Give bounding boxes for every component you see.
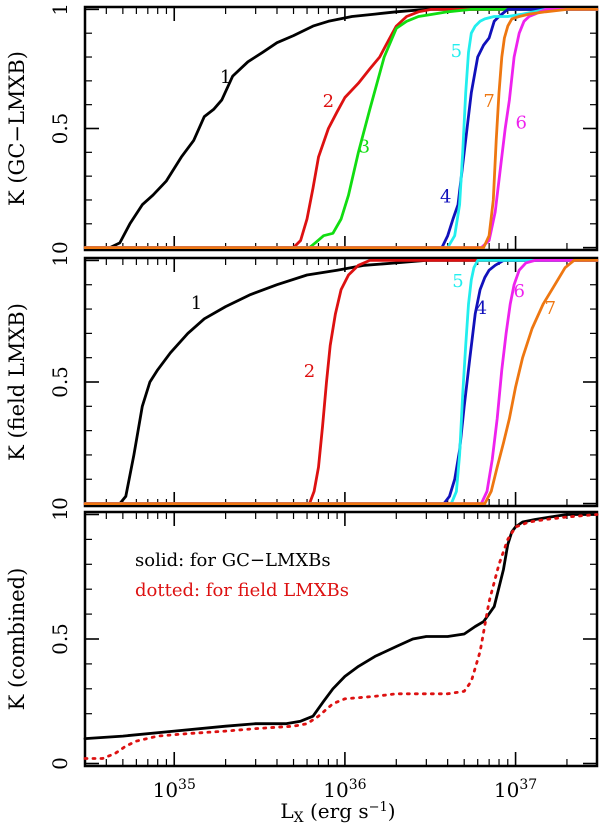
series-line-gc-lmxbs-solid-	[83, 513, 599, 740]
x-axis-label-exp: −1	[369, 800, 388, 815]
x-tick-label-exp: 37	[519, 777, 537, 793]
y-tick-label: 0.5	[48, 366, 72, 398]
series-label-4: 4	[440, 186, 451, 207]
y-axis-label: K (combined)	[5, 568, 29, 711]
series-label-7: 7	[483, 91, 494, 112]
series-line-3	[83, 8, 599, 249]
series-line-field-lmxbs-dotted-	[83, 513, 599, 760]
series-line-4	[83, 259, 599, 505]
series-label-7: 7	[545, 298, 556, 319]
series-label-4: 4	[476, 298, 487, 319]
series-label-2: 2	[304, 361, 315, 382]
x-axis-label: LX (erg s−1)	[280, 799, 395, 826]
x-axis-label-units: (erg s	[304, 799, 369, 823]
x-tick-label-exp: 35	[178, 777, 196, 793]
panel-top: 0 0.5 1 K (GC−LMXB) 1 2 3 4 5 6 7	[5, 3, 599, 254]
x-tick-label-exp: 36	[349, 777, 367, 793]
series-line-5	[83, 8, 599, 249]
series-line-1	[83, 259, 599, 505]
x-tick-label: 1037	[494, 777, 537, 802]
y-axis-label: K (GC−LMXB)	[5, 51, 29, 206]
series-line-2	[83, 259, 599, 505]
series-line-4	[83, 8, 599, 249]
y-tick-label: 0.5	[48, 113, 72, 145]
panel-bottom: 0 0.5 1 K (combined) solid: for GC−LMXBs dott…	[5, 508, 599, 770]
series-line-2	[83, 8, 599, 249]
legend-text: solid: for GC−LMXBs	[135, 550, 331, 571]
x-axis-tick-labels: 1035 1036 1037	[153, 777, 538, 802]
y-axis-label: K (field LMXB)	[5, 303, 29, 461]
x-tick-label-base: 10	[323, 778, 348, 802]
series-label-3: 3	[359, 136, 370, 157]
series-label-6: 6	[516, 113, 527, 134]
x-axis-label-sub: X	[294, 810, 304, 826]
x-tick-label: 1035	[153, 777, 196, 802]
y-tick-label: 0	[48, 757, 72, 770]
series-line-1	[83, 8, 599, 249]
x-tick-label: 1036	[323, 777, 366, 802]
series-line-5	[83, 259, 599, 505]
y-tick-label: 1	[48, 254, 72, 267]
y-tick-label: 0	[48, 497, 72, 510]
y-tick-label: 0.5	[48, 623, 72, 655]
series-label-1: 1	[191, 293, 202, 314]
x-tick-label-base: 10	[153, 778, 178, 802]
series-label-5: 5	[452, 271, 463, 292]
y-tick-label: 0	[48, 241, 72, 254]
panel-middle: 0 0.5 1 K (field LMXB) 1 2 45 67	[5, 254, 599, 510]
series-line-7	[83, 8, 599, 249]
y-tick-label: 1	[48, 3, 72, 16]
x-axis-label-main: L	[280, 799, 293, 823]
series-label-5: 5	[451, 41, 462, 62]
x-tick-label-base: 10	[494, 778, 519, 802]
series-label-6: 6	[513, 281, 524, 302]
y-tick-label: 1	[48, 508, 72, 521]
series-label-1: 1	[220, 67, 231, 88]
series-line-7	[83, 259, 599, 505]
x-axis-label-close: )	[388, 799, 396, 823]
legend-text: dotted: for field LMXBs	[135, 580, 349, 601]
series-label-2: 2	[323, 91, 334, 112]
series-line-6	[83, 259, 599, 505]
